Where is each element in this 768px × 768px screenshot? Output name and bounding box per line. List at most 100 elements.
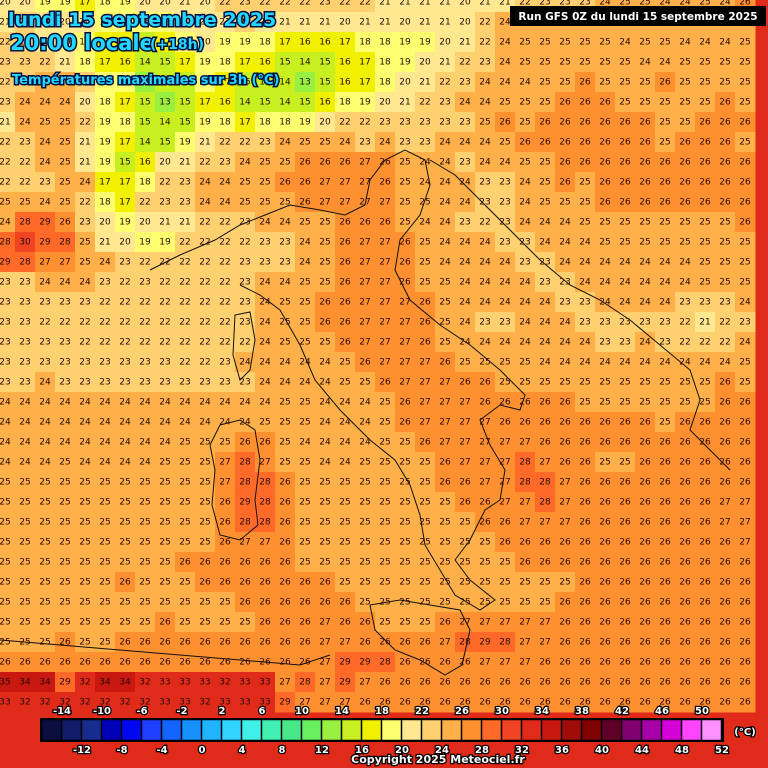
temperature-value: 25: [59, 618, 70, 628]
temperature-value: 24: [119, 398, 131, 408]
temperature-cell: [15, 12, 36, 33]
colorbar-label: 42: [615, 706, 629, 717]
temperature-cell: [395, 0, 416, 13]
temperature-value: 24: [19, 398, 31, 408]
temperature-cell: [295, 252, 316, 273]
temperature-cell: [335, 312, 356, 333]
temperature-cell: [715, 192, 736, 213]
temperature-value: 22: [119, 338, 130, 348]
temperature-value: 26: [719, 478, 731, 488]
temperature-value: 24: [0, 438, 11, 448]
temperature-cell: [675, 432, 696, 453]
temperature-cell: [255, 232, 276, 253]
temperature-value: 25: [339, 358, 350, 368]
temperature-value: 25: [519, 58, 530, 68]
temperature-value: 26: [679, 698, 691, 708]
temperature-value: 23: [739, 318, 750, 328]
temperature-cell: [715, 472, 736, 493]
temperature-value: 25: [79, 638, 90, 648]
temperature-value: 26: [539, 658, 551, 668]
temperature-cell: [155, 372, 176, 393]
temperature-value: 24: [79, 278, 91, 288]
temperature-value: 26: [679, 578, 691, 588]
temperature-cell: [495, 352, 516, 373]
temperature-value: 24: [459, 198, 471, 208]
temperature-value: 25: [19, 638, 30, 648]
colorbar-box: [581, 719, 602, 741]
temperature-cell: [135, 352, 156, 373]
temperature-value: 26: [499, 118, 511, 128]
temperature-value: 26: [339, 218, 351, 228]
temperature-value: 33: [159, 698, 170, 708]
temperature-value: 23: [39, 178, 50, 188]
temperature-cell: [535, 192, 556, 213]
temperature-cell: [615, 32, 636, 53]
temperature-value: 22: [99, 338, 110, 348]
temperature-cell: [395, 12, 416, 33]
temperature-value: 24: [159, 418, 171, 428]
temperature-value: 25: [39, 538, 50, 548]
temperature-cell: [435, 212, 456, 233]
temperature-value: 22: [159, 318, 170, 328]
temperature-value: 32: [19, 698, 30, 708]
temperature-value: 26: [219, 518, 231, 528]
temperature-cell: [0, 492, 16, 513]
temperature-value: 24: [659, 258, 671, 268]
temperature-cell: [0, 432, 16, 453]
temperature-cell: [0, 472, 16, 493]
temperature-value: 26: [699, 138, 711, 148]
colorbar-label: -14: [53, 706, 71, 717]
temperature-value: 25: [539, 158, 550, 168]
temperature-value: 25: [199, 498, 210, 508]
temperature-cell: [695, 132, 716, 153]
temperature-cell: [175, 172, 196, 193]
temperature-value: 27: [479, 418, 490, 428]
temperature-value: 17: [119, 198, 130, 208]
temperature-cell: [55, 172, 76, 193]
temperature-value: 24: [259, 378, 271, 388]
temperature-cell: [15, 392, 36, 413]
temperature-cell: [215, 192, 236, 213]
temperature-value: 25: [599, 58, 610, 68]
temperature-cell: [575, 492, 596, 513]
temperature-value: 28: [19, 258, 31, 268]
temperature-cell: [435, 292, 456, 313]
temperature-value: 26: [639, 638, 651, 648]
temperature-value: 25: [299, 138, 310, 148]
temperature-value: 27: [499, 498, 510, 508]
temperature-value: 24: [639, 338, 651, 348]
temperature-value: 34: [119, 678, 131, 688]
temperature-value: 26: [639, 498, 651, 508]
temperature-value: 22: [199, 278, 210, 288]
temperature-cell: [175, 132, 196, 153]
temperature-value: 26: [319, 158, 331, 168]
temperature-value: 27: [419, 358, 430, 368]
temperature-value: 25: [299, 498, 310, 508]
temperature-value: 25: [399, 578, 410, 588]
temperature-cell: [255, 52, 276, 73]
temperature-cell: [615, 432, 636, 453]
temperature-cell: [15, 272, 36, 293]
temperature-cell: [95, 12, 116, 33]
temperature-value: 25: [559, 38, 570, 48]
temperature-value: 27: [359, 678, 370, 688]
temperature-value: 26: [579, 138, 591, 148]
temperature-cell: [515, 32, 536, 53]
temperature-cell: [555, 92, 576, 113]
temperature-value: 22: [0, 178, 11, 188]
temperature-value: 20: [339, 18, 351, 28]
temperature-value: 25: [419, 578, 430, 588]
temperature-cell: [395, 252, 416, 273]
temperature-cell: [595, 252, 616, 273]
temperature-value: 27: [359, 198, 370, 208]
temperature-value: 23: [179, 378, 190, 388]
temperature-value: 25: [239, 178, 250, 188]
temperature-cell: [195, 172, 216, 193]
temperature-cell: [415, 192, 436, 213]
temperature-cell: [335, 432, 356, 453]
temperature-value: 24: [679, 38, 691, 48]
temperature-value: 17: [99, 58, 110, 68]
temperature-cell: [715, 32, 736, 53]
temperature-cell: [455, 132, 476, 153]
temperature-value: 24: [659, 278, 671, 288]
